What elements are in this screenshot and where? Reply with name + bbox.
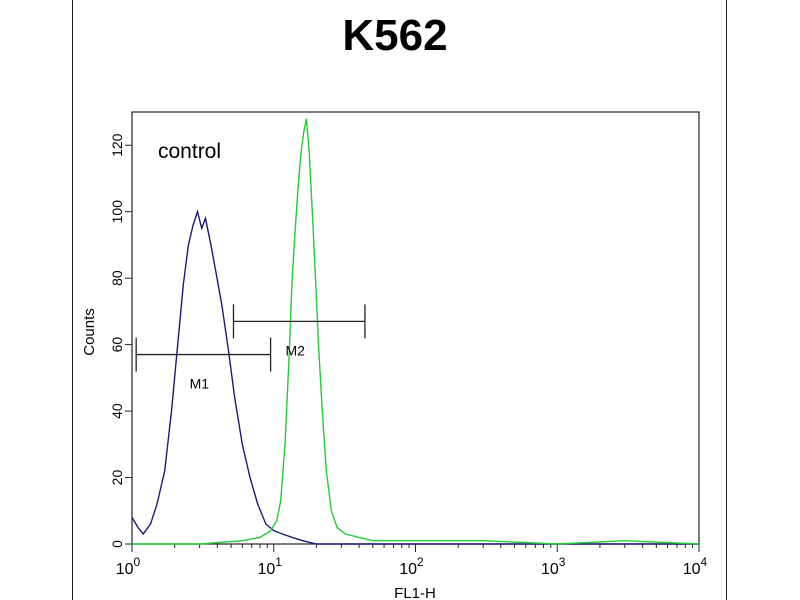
plot-area <box>131 111 700 545</box>
y-tick-label-120: 120 <box>109 133 125 157</box>
y-tick-label-20: 20 <box>109 470 125 486</box>
x-tick-label-100: 102 <box>399 555 424 578</box>
x-tick-label-1000: 103 <box>541 555 566 578</box>
y-axis-label: Counts <box>81 308 98 356</box>
series-line-1 <box>131 209 699 545</box>
y-tick-label-60: 60 <box>109 337 125 353</box>
marker-m2-label: M2 <box>285 342 305 358</box>
y-tick-label-100: 100 <box>109 200 125 224</box>
chart-title: K562 <box>342 11 447 60</box>
x-tick-label-10000: 104 <box>683 555 708 578</box>
y-tick-label-80: 80 <box>109 270 125 286</box>
x-tick-label-1: 100 <box>116 555 141 578</box>
x-tick-label-10: 101 <box>258 555 283 578</box>
y-tick-label-0: 0 <box>109 540 125 548</box>
y-tick-label-40: 40 <box>109 403 125 419</box>
x-axis-label: FL1-H <box>394 585 436 600</box>
marker-m1-label: M1 <box>190 376 210 392</box>
annotation-control: control <box>158 140 221 163</box>
series-line-2 <box>132 118 700 545</box>
plot-frame <box>72 0 727 600</box>
